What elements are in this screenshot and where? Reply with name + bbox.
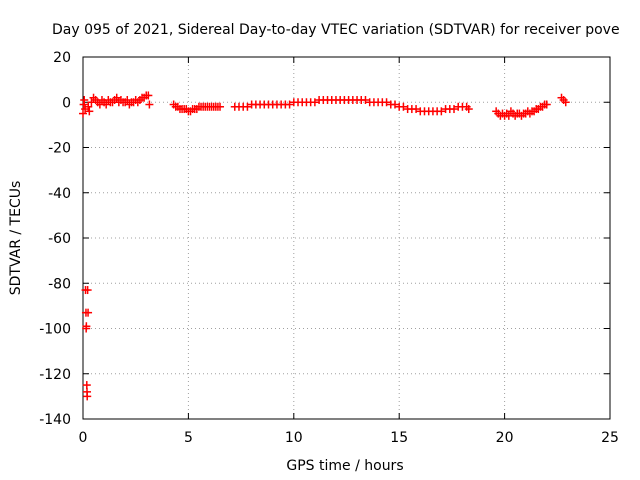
data-point xyxy=(561,98,570,107)
chart-title: Day 095 of 2021, Sidereal Day-to-day VTE… xyxy=(52,22,620,38)
x-tick-label: 25 xyxy=(601,430,619,446)
y-tick-label: -60 xyxy=(48,231,71,247)
data-point xyxy=(82,322,91,331)
data-point xyxy=(83,392,92,401)
y-tick-label: -20 xyxy=(48,141,71,157)
y-tick-label: 20 xyxy=(53,50,71,66)
y-axis-title: SDTVAR / TECUs xyxy=(8,181,24,296)
x-axis-title: GPS time / hours xyxy=(286,458,403,474)
data-point xyxy=(84,102,93,111)
data-point xyxy=(382,98,391,107)
data-point xyxy=(145,100,154,109)
data-point xyxy=(82,381,91,390)
data-point xyxy=(102,100,111,109)
data-point xyxy=(216,102,225,111)
y-tick-label: -120 xyxy=(39,367,71,383)
data-point xyxy=(80,95,89,104)
data-series-sdtvar xyxy=(79,91,570,401)
data-point xyxy=(85,107,94,116)
data-point xyxy=(542,100,551,109)
data-point xyxy=(83,286,92,295)
x-tick-label: 5 xyxy=(184,430,193,446)
data-point xyxy=(243,102,252,111)
data-point xyxy=(285,100,294,109)
data-point xyxy=(361,95,370,104)
tick-labels: 0 5 10 15 20 25 -140 -120 -100 -80 -60 -40 -20 0 20 xyxy=(39,50,619,446)
data-point xyxy=(144,91,153,100)
y-tick-label: -100 xyxy=(39,322,71,338)
x-tick-label: 15 xyxy=(390,430,408,446)
x-tick-label: 20 xyxy=(496,430,514,446)
data-point xyxy=(79,109,87,118)
data-point xyxy=(84,308,93,317)
y-tick-label: -140 xyxy=(39,412,71,428)
data-point xyxy=(464,105,473,114)
data-point xyxy=(123,95,132,104)
x-tick-label: 10 xyxy=(285,430,303,446)
data-point xyxy=(390,100,399,109)
y-tick-label: -80 xyxy=(48,276,71,292)
data-point xyxy=(112,93,121,102)
data-point xyxy=(399,102,408,111)
axis-ticks xyxy=(82,56,611,420)
data-point xyxy=(437,107,446,116)
x-tick-label: 0 xyxy=(79,430,88,446)
data-point xyxy=(310,98,319,107)
data-point xyxy=(450,105,459,114)
y-tick-label: 0 xyxy=(62,95,71,111)
data-point xyxy=(412,105,421,114)
y-tick-label: -40 xyxy=(48,186,71,202)
